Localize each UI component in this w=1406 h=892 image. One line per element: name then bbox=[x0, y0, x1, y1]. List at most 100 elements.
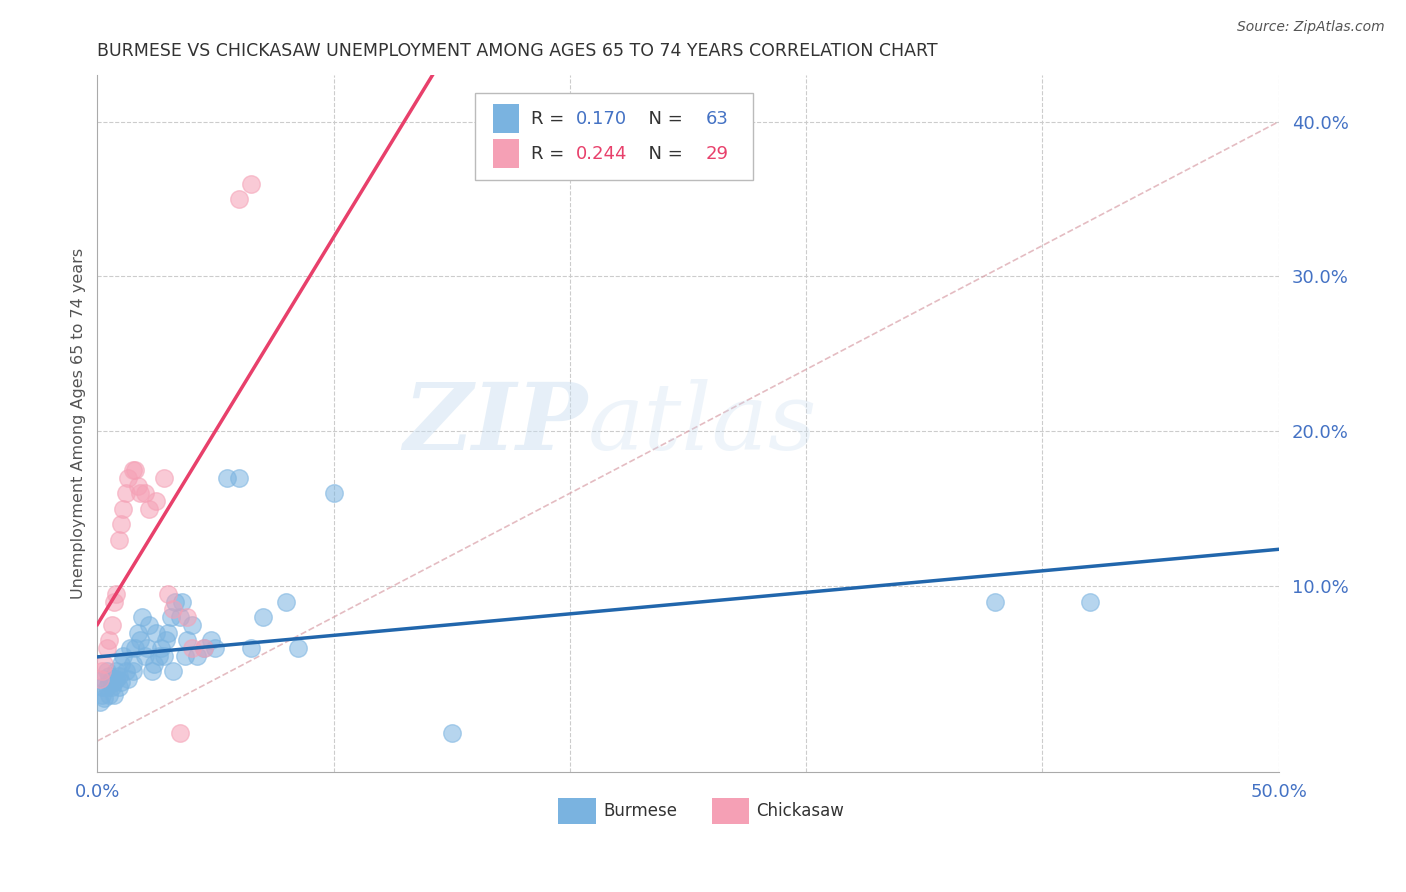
Point bbox=[134, 648, 156, 663]
Point bbox=[239, 177, 262, 191]
Bar bbox=[494, 139, 519, 169]
Point bbox=[98, 633, 121, 648]
Point bbox=[176, 610, 198, 624]
Point bbox=[107, 680, 129, 694]
Point bbox=[110, 657, 132, 671]
Text: Source: ZipAtlas.com: Source: ZipAtlas.com bbox=[1237, 20, 1385, 34]
FancyBboxPatch shape bbox=[475, 93, 754, 179]
Point bbox=[157, 587, 180, 601]
Point bbox=[128, 633, 150, 648]
Point bbox=[180, 641, 202, 656]
Point bbox=[89, 672, 111, 686]
Point bbox=[228, 471, 250, 485]
Point bbox=[131, 610, 153, 624]
Point bbox=[124, 641, 146, 656]
Text: Chickasaw: Chickasaw bbox=[756, 802, 845, 820]
Point bbox=[121, 665, 143, 679]
Point bbox=[180, 618, 202, 632]
Point bbox=[217, 471, 239, 485]
Point bbox=[134, 486, 156, 500]
Point bbox=[93, 672, 115, 686]
Point bbox=[155, 633, 177, 648]
Point bbox=[112, 501, 135, 516]
Point bbox=[152, 648, 174, 663]
Bar bbox=[558, 797, 596, 824]
Point bbox=[127, 478, 149, 492]
Point bbox=[173, 648, 195, 663]
Point bbox=[145, 625, 167, 640]
Point bbox=[93, 690, 115, 705]
Text: BURMESE VS CHICKASAW UNEMPLOYMENT AMONG AGES 65 TO 74 YEARS CORRELATION CHART: BURMESE VS CHICKASAW UNEMPLOYMENT AMONG … bbox=[97, 42, 938, 60]
Point bbox=[100, 672, 122, 686]
Text: N =: N = bbox=[637, 145, 689, 163]
Point bbox=[152, 471, 174, 485]
Point bbox=[128, 486, 150, 500]
Point bbox=[136, 641, 159, 656]
Point bbox=[169, 726, 191, 740]
Point bbox=[150, 641, 173, 656]
Text: N =: N = bbox=[637, 110, 689, 128]
Point bbox=[159, 610, 181, 624]
Point bbox=[239, 641, 262, 656]
Point bbox=[96, 680, 118, 694]
Point bbox=[93, 657, 115, 671]
Point bbox=[228, 192, 250, 206]
Point bbox=[103, 675, 125, 690]
Point bbox=[107, 533, 129, 547]
Point bbox=[169, 610, 191, 624]
Text: 0.244: 0.244 bbox=[576, 145, 627, 163]
Point bbox=[172, 594, 194, 608]
Point bbox=[91, 665, 114, 679]
Point bbox=[162, 665, 184, 679]
Bar bbox=[711, 797, 749, 824]
Point bbox=[121, 657, 143, 671]
Point bbox=[162, 602, 184, 616]
Point bbox=[100, 680, 122, 694]
Point bbox=[114, 665, 136, 679]
Point bbox=[287, 641, 309, 656]
Point bbox=[127, 625, 149, 640]
Text: ZIP: ZIP bbox=[404, 378, 588, 468]
Point bbox=[91, 680, 114, 694]
Text: 63: 63 bbox=[706, 110, 728, 128]
Point bbox=[176, 633, 198, 648]
Point bbox=[141, 665, 163, 679]
Point bbox=[193, 641, 215, 656]
Point bbox=[112, 648, 135, 663]
Point bbox=[165, 594, 187, 608]
Point bbox=[322, 486, 344, 500]
Point bbox=[114, 486, 136, 500]
Point bbox=[984, 594, 1007, 608]
Point bbox=[110, 517, 132, 532]
Point bbox=[157, 625, 180, 640]
Point bbox=[98, 669, 121, 683]
Point bbox=[121, 463, 143, 477]
Point bbox=[124, 463, 146, 477]
Point bbox=[100, 618, 122, 632]
Point bbox=[193, 641, 215, 656]
Point bbox=[143, 657, 166, 671]
Text: Burmese: Burmese bbox=[603, 802, 678, 820]
Point bbox=[107, 669, 129, 683]
Point bbox=[105, 665, 128, 679]
Point bbox=[120, 641, 142, 656]
Point bbox=[117, 672, 139, 686]
Point bbox=[145, 494, 167, 508]
Text: R =: R = bbox=[531, 110, 569, 128]
Text: atlas: atlas bbox=[588, 378, 817, 468]
Point bbox=[186, 648, 208, 663]
Point bbox=[440, 726, 463, 740]
Point bbox=[138, 501, 160, 516]
Point bbox=[96, 665, 118, 679]
Point bbox=[98, 688, 121, 702]
Point bbox=[98, 675, 121, 690]
Point bbox=[89, 695, 111, 709]
Text: R =: R = bbox=[531, 145, 569, 163]
Text: 29: 29 bbox=[706, 145, 728, 163]
Y-axis label: Unemployment Among Ages 65 to 74 years: Unemployment Among Ages 65 to 74 years bbox=[72, 248, 86, 599]
Point bbox=[103, 594, 125, 608]
Point bbox=[276, 594, 298, 608]
Point bbox=[103, 688, 125, 702]
Point bbox=[110, 675, 132, 690]
Point bbox=[204, 641, 226, 656]
